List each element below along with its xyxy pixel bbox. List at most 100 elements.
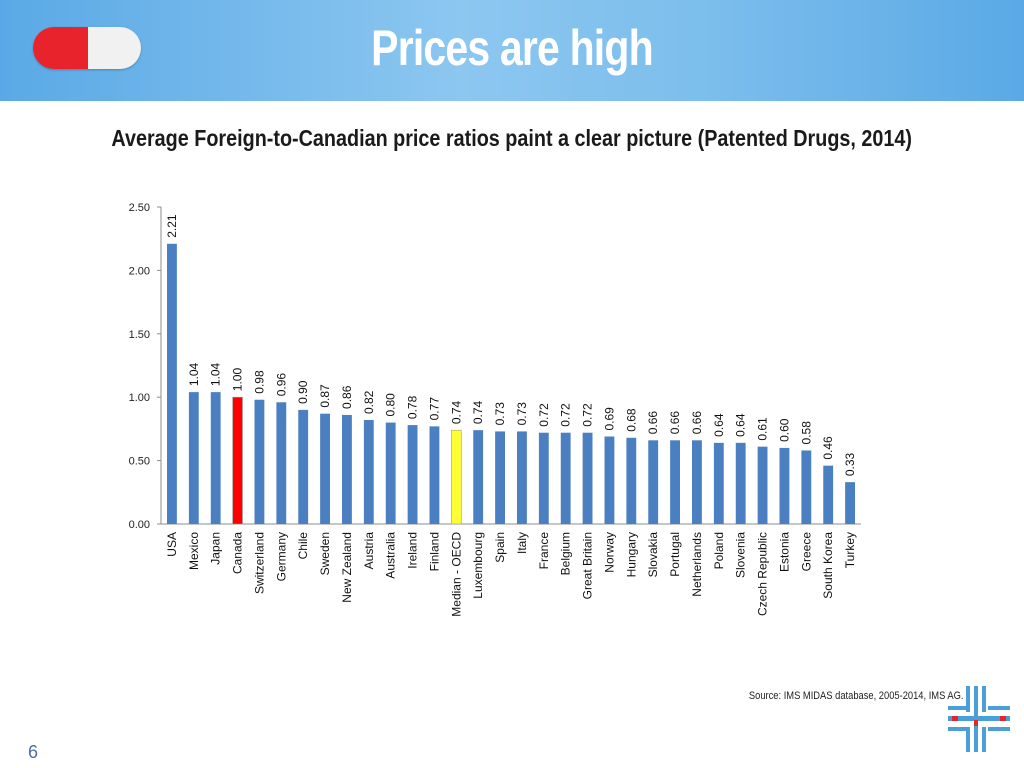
category-label: Poland [712, 532, 726, 569]
category-label: Turkey [843, 532, 857, 568]
category-label: Estonia [777, 532, 791, 572]
category-label: Median - OECD [449, 532, 463, 617]
bar-value-label: 0.87 [318, 384, 332, 408]
category-label: Slovakia [646, 532, 660, 578]
bar [451, 429, 462, 525]
category-label: Portugal [668, 532, 682, 577]
category-label: Czech Republic [756, 532, 770, 616]
bar [845, 482, 855, 524]
bar-value-label: 0.80 [384, 393, 398, 417]
bar-value-label: 0.72 [581, 403, 595, 427]
bar-value-label: 0.77 [427, 397, 441, 421]
bar [604, 436, 615, 524]
category-label: Sweden [318, 532, 332, 575]
bar-value-label: 0.58 [799, 421, 813, 445]
bar-value-label: 0.73 [493, 402, 507, 426]
bar [801, 450, 812, 524]
bar-value-label: 2.21 [165, 214, 179, 238]
bar [254, 399, 265, 524]
category-label: Netherlands [690, 532, 704, 597]
category-label: Slovenia [734, 532, 748, 578]
bar-value-label: 0.90 [296, 380, 310, 404]
bar-value-label: 0.68 [624, 408, 638, 432]
bar [735, 442, 746, 524]
y-tick-label: 0.00 [129, 519, 150, 531]
category-label: Finland [427, 532, 441, 571]
category-label: Belgium [559, 532, 573, 575]
bar-value-label: 0.82 [362, 390, 376, 414]
category-label: Italy [515, 532, 529, 554]
bar [713, 442, 724, 524]
bar-value-label: 0.72 [559, 403, 573, 427]
category-label: Great Britain [581, 532, 595, 599]
bar-value-label: 0.69 [602, 407, 616, 431]
bar-value-label: 0.46 [821, 436, 835, 460]
bar-value-label: 1.00 [231, 368, 245, 392]
bar [538, 432, 549, 524]
page-number: 6 [28, 742, 39, 762]
bar [517, 431, 527, 524]
bar [276, 402, 287, 524]
bar-value-label: 0.64 [712, 413, 726, 437]
bar-value-label: 0.78 [406, 395, 420, 419]
bar [757, 446, 768, 524]
bar-value-label: 0.64 [734, 413, 748, 437]
bar [495, 431, 505, 524]
source-note: Source: IMS MIDAS database, 2005-2014, I… [749, 690, 964, 702]
bar [232, 396, 243, 525]
bar [670, 440, 680, 524]
bar-value-label: 0.74 [471, 400, 485, 424]
bar [429, 426, 440, 524]
bar [692, 440, 702, 524]
health-cross-logo [948, 686, 1010, 752]
bar-value-label: 0.74 [449, 400, 463, 424]
bar [342, 414, 352, 524]
category-label: Ireland [406, 532, 420, 569]
bar [188, 392, 199, 524]
category-label: South Korea [821, 532, 835, 599]
category-label: Canada [231, 532, 245, 574]
chart-subtitle: Average Foreign-to-Canadian price ratios… [111, 125, 913, 151]
bar [320, 413, 330, 524]
category-label: Austria [362, 532, 376, 570]
bar [363, 420, 374, 524]
category-label: USA [165, 532, 179, 557]
category-label: Norway [602, 532, 616, 573]
bar-value-label: 0.61 [756, 417, 770, 441]
page-title: Prices are high [371, 20, 653, 76]
bar [823, 465, 834, 524]
bar-value-label: 0.86 [340, 385, 354, 409]
category-label: Switzerland [252, 532, 266, 594]
category-label: Germany [274, 532, 288, 581]
y-tick-label: 0.50 [129, 456, 150, 468]
bar-value-label: 0.66 [690, 411, 704, 435]
category-label: Hungary [624, 532, 638, 577]
category-label: Greece [799, 532, 813, 572]
category-label: Australia [384, 532, 398, 579]
category-label: Spain [493, 532, 507, 563]
bar-value-label: 0.33 [843, 452, 857, 476]
category-label: Japan [209, 532, 223, 565]
bar-value-label: 0.60 [777, 418, 791, 442]
bar [167, 243, 177, 524]
category-label: Mexico [187, 532, 201, 570]
bar [407, 425, 418, 524]
bar [626, 437, 637, 524]
category-label: France [537, 532, 551, 570]
y-tick-label: 2.00 [129, 265, 150, 277]
y-tick-label: 2.50 [129, 202, 150, 214]
bar [473, 430, 484, 524]
bar-value-label: 0.66 [668, 411, 682, 435]
bar [560, 432, 571, 524]
bar-value-label: 0.73 [515, 402, 529, 426]
category-label: Luxembourg [471, 532, 485, 599]
bar [385, 422, 396, 524]
pill-white-half [88, 27, 141, 69]
category-label: Chile [296, 532, 310, 560]
pill-red-half [33, 27, 88, 69]
pill-icon [33, 27, 141, 69]
bar-value-label: 0.98 [252, 370, 266, 394]
bar-value-label: 1.04 [187, 362, 201, 386]
y-tick-label: 1.50 [129, 329, 150, 341]
